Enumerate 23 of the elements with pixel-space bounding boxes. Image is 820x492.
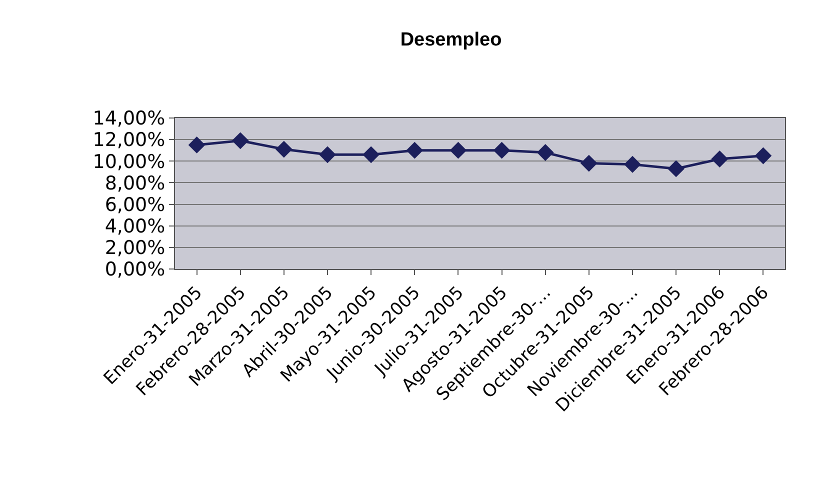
y-tick-label: 0,00% [104,258,166,281]
y-tick-label: 14,00% [92,108,166,130]
point [493,142,510,159]
point [668,160,685,178]
point [580,154,598,172]
chart-title: Desempleo [400,29,502,50]
point [624,156,641,173]
y-tick-label: 10,00% [92,150,166,173]
point [319,146,336,164]
point [406,142,424,159]
point [232,132,249,150]
point [754,147,772,164]
y-tick-label: 8,00% [104,172,166,194]
point [450,142,467,159]
point [188,136,206,154]
point [275,140,292,158]
point [711,150,728,168]
point [536,144,554,161]
y-tick-label: 6,00% [104,194,166,216]
y-tick-label: 2,00% [104,237,166,260]
point [362,146,380,164]
y-tick-label: 12,00% [92,129,166,152]
y-tick-label: 4,00% [104,216,166,238]
